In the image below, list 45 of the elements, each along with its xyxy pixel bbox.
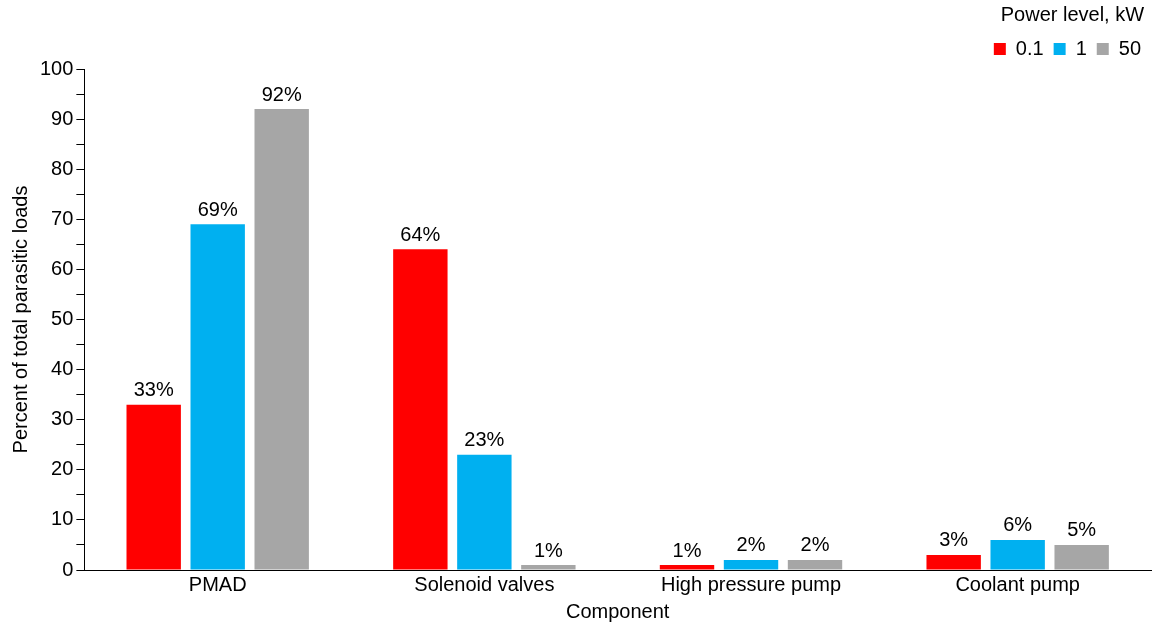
y-tick-label: 40 — [51, 357, 74, 380]
bar — [521, 564, 576, 570]
data-label: 3% — [939, 528, 969, 551]
data-label: 23% — [464, 428, 505, 451]
bar — [990, 539, 1045, 570]
y-tick-label: 0 — [62, 557, 74, 580]
bar — [457, 454, 512, 570]
x-tick-label: Solenoid valves — [414, 572, 555, 595]
x-tick-label: Coolant pump — [955, 572, 1080, 595]
y-tick-label: 10 — [51, 507, 74, 530]
data-label: 2% — [736, 533, 766, 556]
data-label: 5% — [1067, 518, 1097, 541]
bar — [190, 224, 245, 570]
y-tick-label: 50 — [51, 307, 74, 330]
data-label: 92% — [261, 82, 302, 105]
data-label: 1% — [533, 538, 564, 561]
bar — [787, 559, 843, 570]
y-tick-label: 70 — [51, 206, 74, 229]
y-tick-label: 100 — [39, 56, 74, 79]
legend-title: Power level, kW — [1000, 2, 1145, 25]
bar — [393, 249, 448, 570]
x-tick-label: High pressure pump — [660, 572, 842, 595]
bar — [926, 554, 981, 570]
data-label: 64% — [400, 222, 441, 245]
x-tick-label: PMAD — [188, 572, 247, 595]
y-axis-title: Percent of total parasitic loads — [8, 185, 31, 454]
y-tick-label: 20 — [51, 457, 74, 480]
legend-label: 50 — [1118, 36, 1141, 59]
legend-label: 1 — [1075, 36, 1087, 59]
y-tick-label: 80 — [51, 156, 74, 179]
bar — [723, 559, 779, 570]
bar — [254, 109, 309, 570]
y-tick-label: 30 — [51, 407, 74, 430]
data-label: 69% — [197, 197, 238, 220]
bar — [126, 404, 181, 570]
legend-label: 0.1 — [1015, 36, 1044, 59]
data-label: 2% — [800, 533, 830, 556]
data-label: 1% — [672, 538, 702, 561]
y-tick-label: 90 — [51, 106, 74, 129]
data-label: 33% — [133, 378, 174, 401]
bar — [659, 564, 715, 570]
bar — [1054, 544, 1109, 570]
y-tick-label: 60 — [51, 256, 74, 279]
data-label: 6% — [1003, 513, 1033, 536]
x-axis-title: Component — [565, 599, 670, 622]
